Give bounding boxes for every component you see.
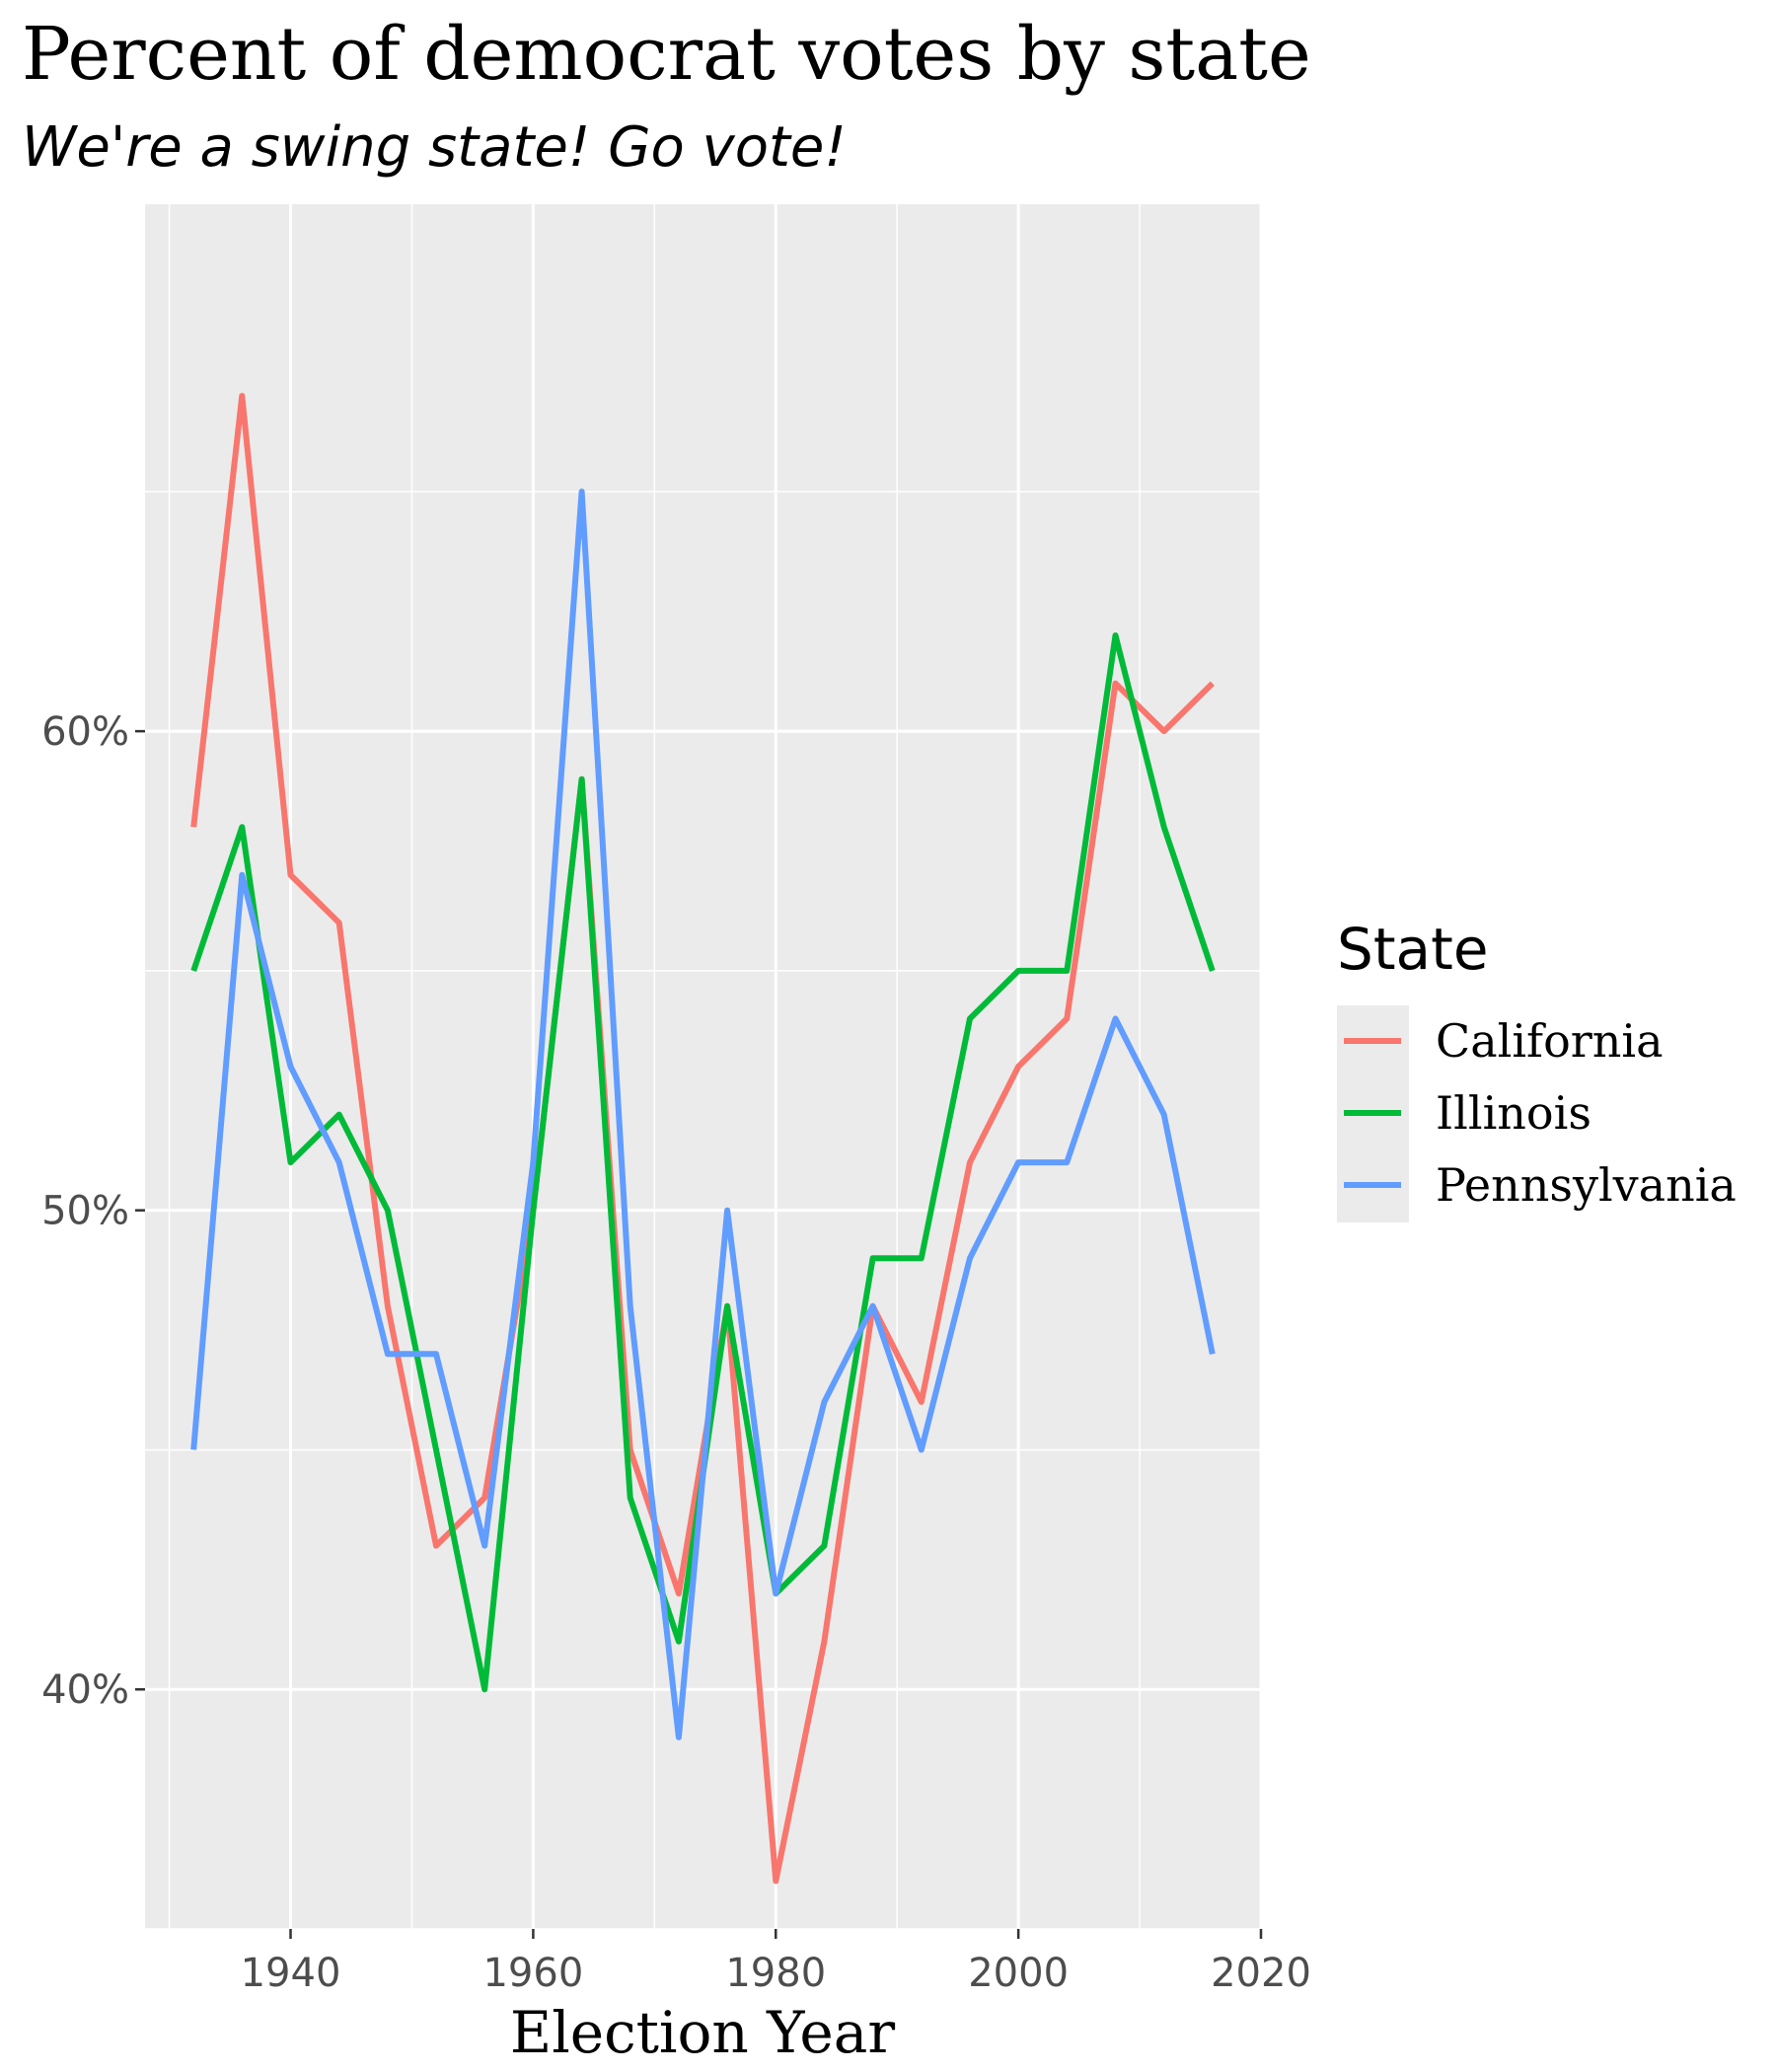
x-tick-label: 1940 [241,1951,341,1996]
x-axis-title: Election Year [510,1999,895,2066]
plot-panel [145,204,1261,1929]
legend-title: State [1337,916,1489,983]
chart-subtitle: We're a swing state! Go vote! [22,115,847,180]
legend-label-california: California [1436,1014,1664,1068]
x-tick-label: 2020 [1211,1951,1311,1996]
legend: State California Illinois Pennsylvania [1337,916,1737,1222]
x-axis: 1940 1960 1980 2000 2020 [241,1929,1311,1996]
legend-label-illinois: Illinois [1436,1086,1591,1140]
x-tick-label: 1960 [482,1951,583,1996]
y-tick-label: 40% [41,1667,129,1713]
legend-label-pennsylvania: Pennsylvania [1436,1158,1737,1212]
series-line-pennsylvania [190,488,1216,1740]
y-axis: 40% 50% 60% [41,709,145,1713]
y-tick-label: 50% [41,1189,129,1234]
chart-title: Percent of democrat votes by state [22,12,1311,97]
x-tick-label: 2000 [968,1951,1069,1996]
y-tick-label: 60% [41,709,129,755]
x-tick-label: 1980 [725,1951,826,1996]
series-lines [190,393,1216,1885]
